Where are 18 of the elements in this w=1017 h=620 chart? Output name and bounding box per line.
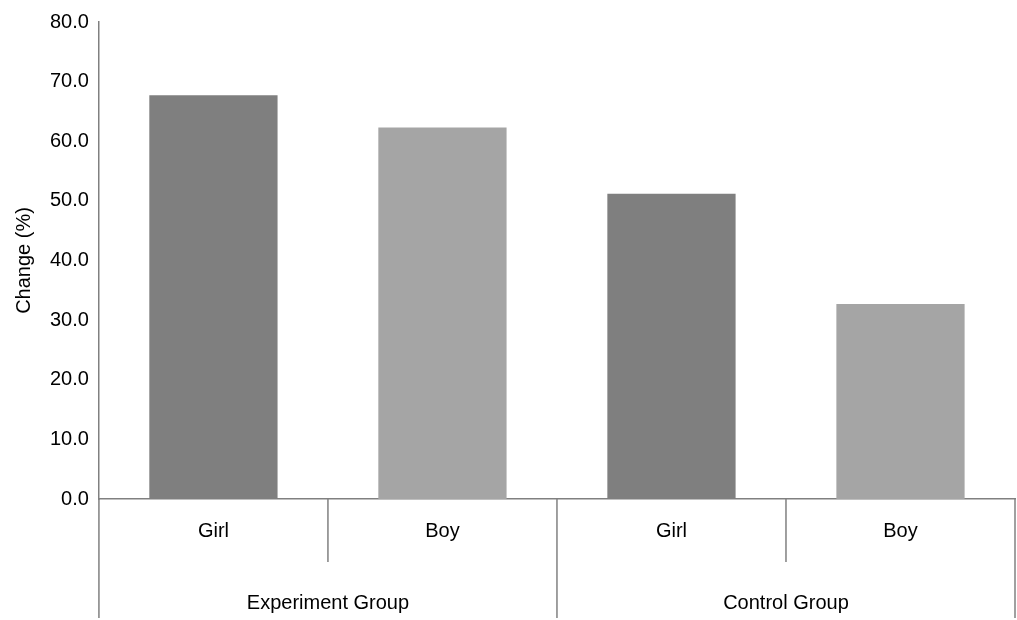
y-tick-label: 30.0 [49, 307, 89, 330]
y-axis-title: Change (%) [11, 207, 34, 314]
y-tick-label: 80.0 [49, 9, 89, 32]
text: Control Group [723, 590, 849, 613]
y-tick-label: 0.0 [61, 486, 89, 509]
x-tick-label: Girl [655, 518, 688, 541]
y-tick-label: 50.0 [49, 188, 89, 211]
y-tick-label: 40.0 [49, 248, 89, 271]
y-tick-label: 70.0 [49, 69, 89, 92]
y-tick-label: 10.0 [49, 426, 89, 449]
x-tick-label: Boy [425, 518, 460, 541]
y-tick-label: 20.0 [49, 367, 89, 390]
bar [836, 304, 965, 499]
x-tick-label: Girl [197, 518, 229, 541]
text: Experiment Group [246, 590, 410, 613]
bar [378, 127, 507, 499]
y-tick-label: 60.0 [49, 128, 89, 151]
x-tick-label: Boy [883, 518, 918, 541]
